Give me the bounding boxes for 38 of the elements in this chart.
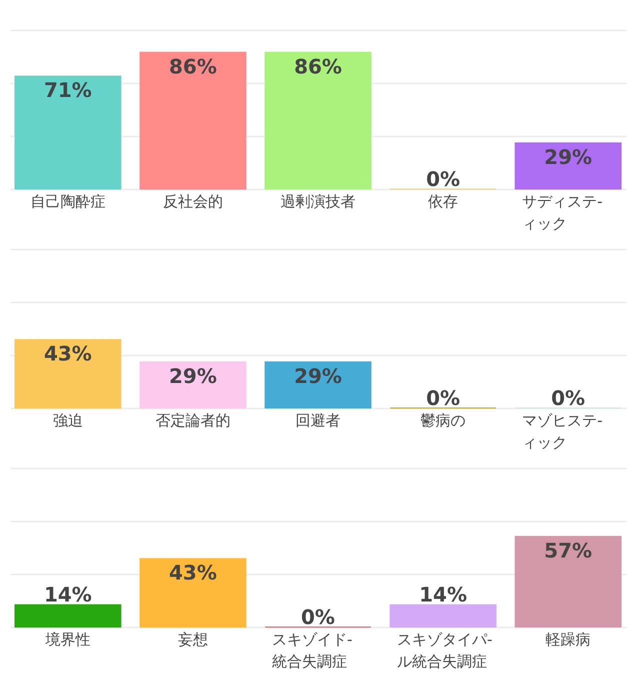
data-label: 29% bbox=[294, 364, 342, 388]
data-label: 0% bbox=[551, 386, 586, 410]
x-tick-label: 反社会的 bbox=[162, 192, 223, 210]
data-label: 0% bbox=[426, 386, 460, 410]
data-label: 86% bbox=[169, 54, 217, 78]
x-tick-label: 回避者 bbox=[296, 412, 340, 430]
bar bbox=[390, 604, 496, 628]
x-tick-label: 依存 bbox=[428, 192, 458, 210]
data-label: 43% bbox=[169, 560, 217, 585]
x-tick-label: サディステ- ィック bbox=[522, 192, 603, 232]
x-tick-label: マゾヒステ- ィック bbox=[522, 412, 603, 452]
data-label: 0% bbox=[301, 605, 335, 629]
x-tick-label: 過剰演技者 bbox=[280, 192, 356, 210]
data-label: 14% bbox=[419, 582, 467, 607]
x-tick-label: 鬱病の bbox=[420, 412, 466, 430]
x-tick-label: 境界性 bbox=[44, 630, 90, 648]
data-label: 57% bbox=[544, 538, 592, 562]
x-tick-label: 否定論者的 bbox=[155, 412, 230, 430]
bar bbox=[140, 558, 246, 628]
x-tick-label: スキゾイド- 統合失調症 bbox=[272, 630, 352, 670]
x-tick-label: 強迫 bbox=[52, 412, 83, 430]
bar bbox=[14, 604, 122, 628]
bar bbox=[514, 142, 622, 190]
bar bbox=[14, 76, 122, 190]
bar bbox=[514, 536, 622, 628]
bar bbox=[140, 52, 246, 190]
x-tick-label: スキゾタイパ- ル統合失調症 bbox=[397, 630, 492, 670]
x-tick-label: 妄想 bbox=[178, 630, 208, 648]
data-label: 29% bbox=[169, 364, 217, 388]
x-tick-label: 軽躁病 bbox=[546, 630, 591, 648]
data-label: 29% bbox=[544, 144, 592, 169]
data-label: 71% bbox=[44, 78, 92, 102]
bar bbox=[264, 52, 372, 190]
x-tick-label: 自己陶酔症 bbox=[30, 192, 106, 210]
data-label: 43% bbox=[44, 342, 92, 366]
data-label: 86% bbox=[294, 54, 342, 78]
data-label: 0% bbox=[426, 167, 460, 191]
data-label: 14% bbox=[44, 582, 92, 607]
